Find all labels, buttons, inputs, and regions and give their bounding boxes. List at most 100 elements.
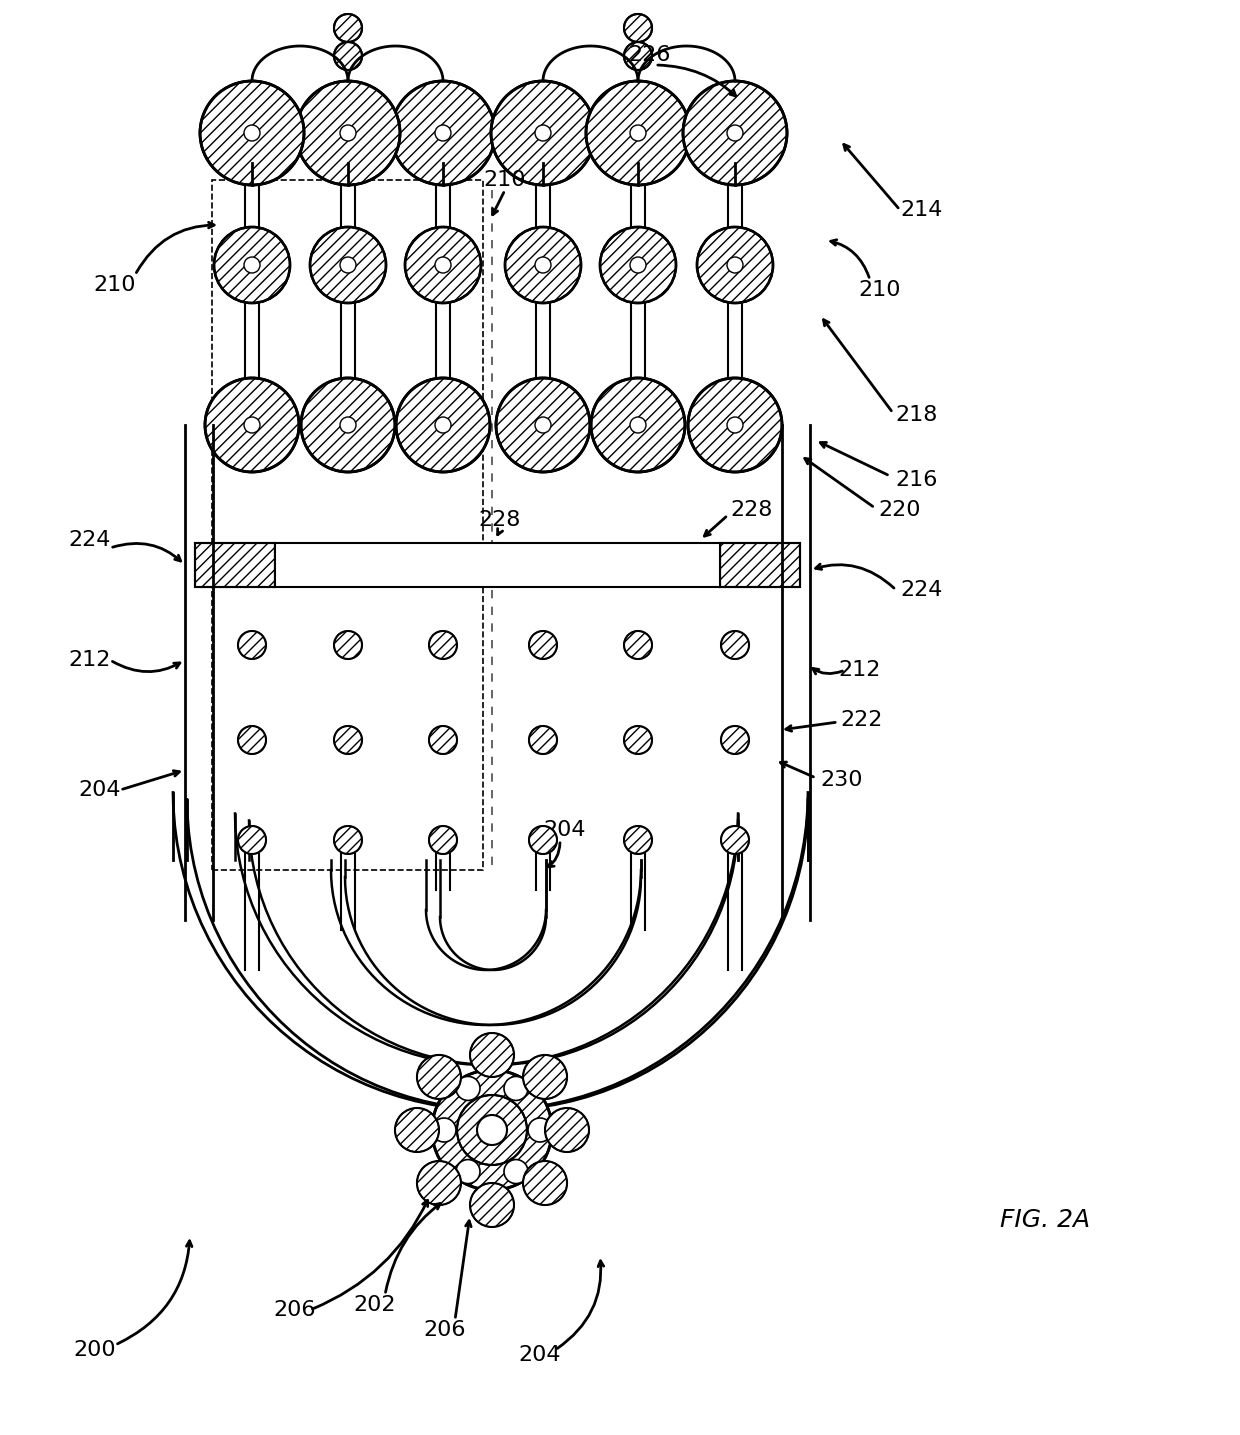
- Circle shape: [546, 1108, 589, 1152]
- Circle shape: [244, 418, 260, 433]
- Circle shape: [624, 42, 652, 70]
- Circle shape: [435, 257, 451, 273]
- Circle shape: [529, 827, 557, 854]
- Circle shape: [727, 257, 743, 273]
- Circle shape: [429, 827, 458, 854]
- Circle shape: [630, 418, 646, 433]
- Text: 206: 206: [274, 1300, 316, 1320]
- Circle shape: [683, 80, 787, 185]
- Circle shape: [432, 1071, 552, 1190]
- Circle shape: [396, 377, 490, 472]
- Circle shape: [296, 80, 401, 185]
- Circle shape: [458, 1095, 527, 1165]
- Text: 224: 224: [900, 580, 942, 600]
- Circle shape: [396, 1108, 439, 1152]
- Text: 228: 228: [479, 509, 521, 530]
- Bar: [195, 542, 275, 587]
- Circle shape: [340, 257, 356, 273]
- Circle shape: [238, 827, 267, 854]
- Text: 222: 222: [839, 710, 883, 730]
- Bar: [275, 542, 720, 587]
- Circle shape: [503, 1159, 528, 1184]
- Circle shape: [587, 80, 689, 185]
- Circle shape: [435, 418, 451, 433]
- Circle shape: [200, 80, 304, 185]
- Text: 210: 210: [859, 280, 901, 300]
- Text: 226: 226: [629, 44, 671, 65]
- Circle shape: [405, 227, 481, 303]
- Bar: [720, 542, 800, 587]
- Circle shape: [334, 631, 362, 659]
- Circle shape: [720, 827, 749, 854]
- Circle shape: [456, 1159, 480, 1184]
- Circle shape: [534, 418, 551, 433]
- Text: 210: 210: [94, 276, 136, 296]
- Circle shape: [630, 125, 646, 141]
- Circle shape: [591, 377, 684, 472]
- Circle shape: [529, 726, 557, 753]
- Circle shape: [720, 631, 749, 659]
- Circle shape: [334, 14, 362, 42]
- Circle shape: [238, 726, 267, 753]
- Circle shape: [340, 125, 356, 141]
- Circle shape: [630, 257, 646, 273]
- Circle shape: [470, 1182, 515, 1227]
- Circle shape: [205, 377, 299, 472]
- Text: 214: 214: [900, 199, 942, 220]
- Circle shape: [470, 1033, 515, 1078]
- Circle shape: [727, 418, 743, 433]
- Circle shape: [523, 1055, 567, 1099]
- Circle shape: [238, 631, 267, 659]
- Circle shape: [417, 1055, 461, 1099]
- Circle shape: [244, 125, 260, 141]
- Bar: [720, 542, 800, 587]
- Text: 218: 218: [895, 405, 937, 425]
- Circle shape: [334, 726, 362, 753]
- Text: FIG. 2A: FIG. 2A: [999, 1208, 1090, 1233]
- Circle shape: [529, 631, 557, 659]
- Text: 202: 202: [353, 1294, 397, 1314]
- Circle shape: [391, 80, 495, 185]
- Circle shape: [624, 631, 652, 659]
- Circle shape: [334, 42, 362, 70]
- Circle shape: [496, 377, 590, 472]
- Circle shape: [429, 726, 458, 753]
- Circle shape: [528, 1118, 552, 1142]
- Circle shape: [720, 726, 749, 753]
- Circle shape: [534, 257, 551, 273]
- Circle shape: [432, 1118, 456, 1142]
- Text: 224: 224: [68, 530, 112, 550]
- Circle shape: [624, 726, 652, 753]
- Circle shape: [624, 827, 652, 854]
- Circle shape: [503, 1076, 528, 1101]
- Text: 212: 212: [68, 650, 112, 670]
- Circle shape: [301, 377, 396, 472]
- Bar: [195, 542, 275, 587]
- Text: 200: 200: [73, 1340, 117, 1360]
- Text: 212: 212: [838, 660, 882, 680]
- Circle shape: [523, 1161, 567, 1205]
- Circle shape: [215, 227, 290, 303]
- Text: 216: 216: [895, 471, 937, 489]
- Text: 204: 204: [518, 1345, 562, 1365]
- Circle shape: [435, 125, 451, 141]
- Circle shape: [334, 827, 362, 854]
- Text: 204: 204: [79, 781, 122, 799]
- Circle shape: [244, 257, 260, 273]
- Circle shape: [340, 418, 356, 433]
- Text: 204: 204: [544, 819, 587, 839]
- Circle shape: [417, 1161, 461, 1205]
- Text: 228: 228: [730, 499, 773, 519]
- Circle shape: [697, 227, 773, 303]
- Text: 206: 206: [424, 1320, 466, 1340]
- Bar: [212, 179, 484, 870]
- Circle shape: [727, 125, 743, 141]
- Circle shape: [505, 227, 582, 303]
- Circle shape: [310, 227, 386, 303]
- Circle shape: [534, 125, 551, 141]
- Circle shape: [688, 377, 782, 472]
- Circle shape: [600, 227, 676, 303]
- Text: 230: 230: [820, 771, 863, 791]
- Circle shape: [429, 631, 458, 659]
- Circle shape: [456, 1076, 480, 1101]
